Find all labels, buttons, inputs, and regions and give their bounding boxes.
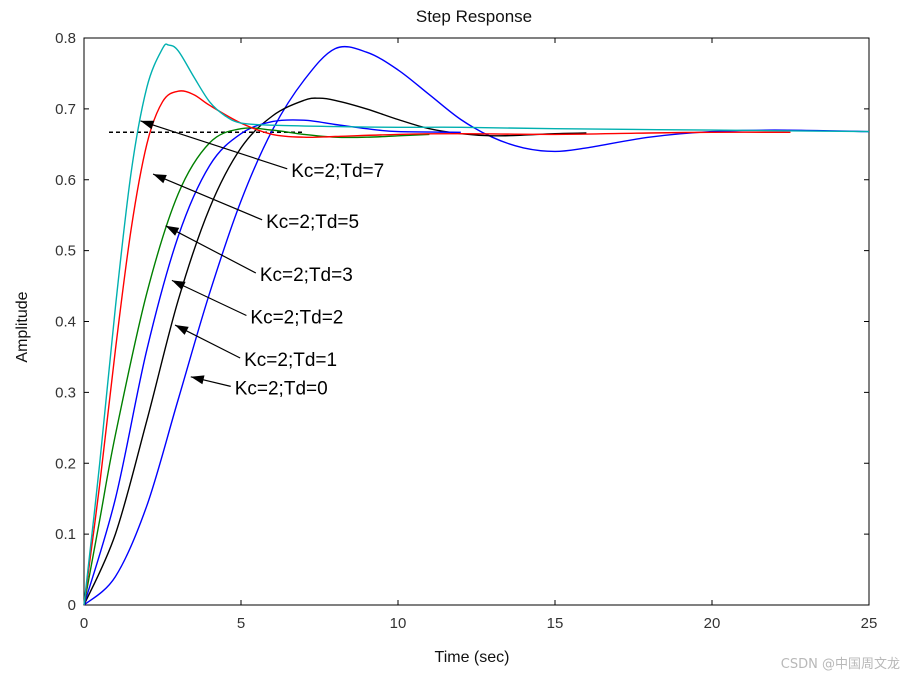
y-tick-label: 0.2: [55, 455, 76, 472]
annotation-arrow-line: [140, 120, 288, 170]
annotation-arrow-line: [152, 173, 263, 221]
y-tick-label: 0.4: [55, 314, 76, 331]
annotations: Kc=2;Td=7 Kc=2;Td=5 Kc=2;Td=3 Kc=2;Td=2 Kc=2…: [140, 120, 384, 399]
annotation-label: Kc=2;Td=7: [291, 161, 384, 182]
annotation-label: Kc=2;Td=2: [250, 308, 343, 329]
annotation-arrow-line: [165, 225, 257, 274]
series-line-kc-2-td-3: [83, 127, 430, 606]
annotation-label: Kc=2;Td=1: [244, 350, 337, 371]
x-tick-label: 5: [237, 615, 245, 632]
series-line-kc-2-td-7: [83, 43, 870, 606]
x-tick-label: 20: [704, 615, 721, 632]
annotation-arrowhead: [140, 120, 155, 130]
y-tick-label: 0: [68, 597, 76, 614]
y-axis: 0 0.1 0.2 0.3 0.4 0.5 0.6 0.7 0.8: [55, 30, 869, 614]
y-tick-label: 0.7: [55, 101, 76, 118]
annotation-label: Kc=2;Td=3: [260, 265, 353, 286]
series-line-kc-2-td-5: [83, 90, 791, 606]
y-tick-label: 0.1: [55, 526, 76, 543]
annotation-arrowhead: [165, 225, 180, 236]
annotation-arrow-line: [171, 279, 247, 317]
annotation-label: Kc=2;Td=0: [235, 378, 328, 399]
series-lines: [83, 43, 870, 606]
plot-area: [83, 37, 870, 606]
y-tick-label: 0.5: [55, 243, 76, 260]
x-axis-label: Time (sec): [435, 649, 510, 666]
series-line-kc-2-td-1: [83, 97, 587, 606]
y-axis-label: Amplitude: [14, 291, 31, 362]
watermark: CSDN @中国周文龙: [781, 657, 900, 672]
annotation-arrowhead: [153, 174, 167, 184]
x-tick-label: 25: [861, 615, 878, 632]
annotation-arrowhead: [171, 280, 186, 290]
x-tick-label: 10: [390, 615, 407, 632]
annotation-arrowhead: [190, 375, 205, 385]
series-line-kc-2-td-0: [83, 45, 870, 606]
y-tick-label: 0.8: [55, 30, 76, 47]
x-axis: 0 5 10 15 20 25: [80, 38, 878, 632]
x-tick-label: 0: [80, 615, 88, 632]
y-tick-label: 0.3: [55, 384, 76, 401]
x-tick-label: 15: [547, 615, 564, 632]
series-line-kc-2-td-2: [83, 119, 461, 606]
annotation-label: Kc=2;Td=5: [266, 212, 359, 233]
y-tick-label: 0.6: [55, 172, 76, 189]
annotation-arrowhead: [175, 325, 189, 335]
chart-title: Step Response: [416, 7, 532, 26]
